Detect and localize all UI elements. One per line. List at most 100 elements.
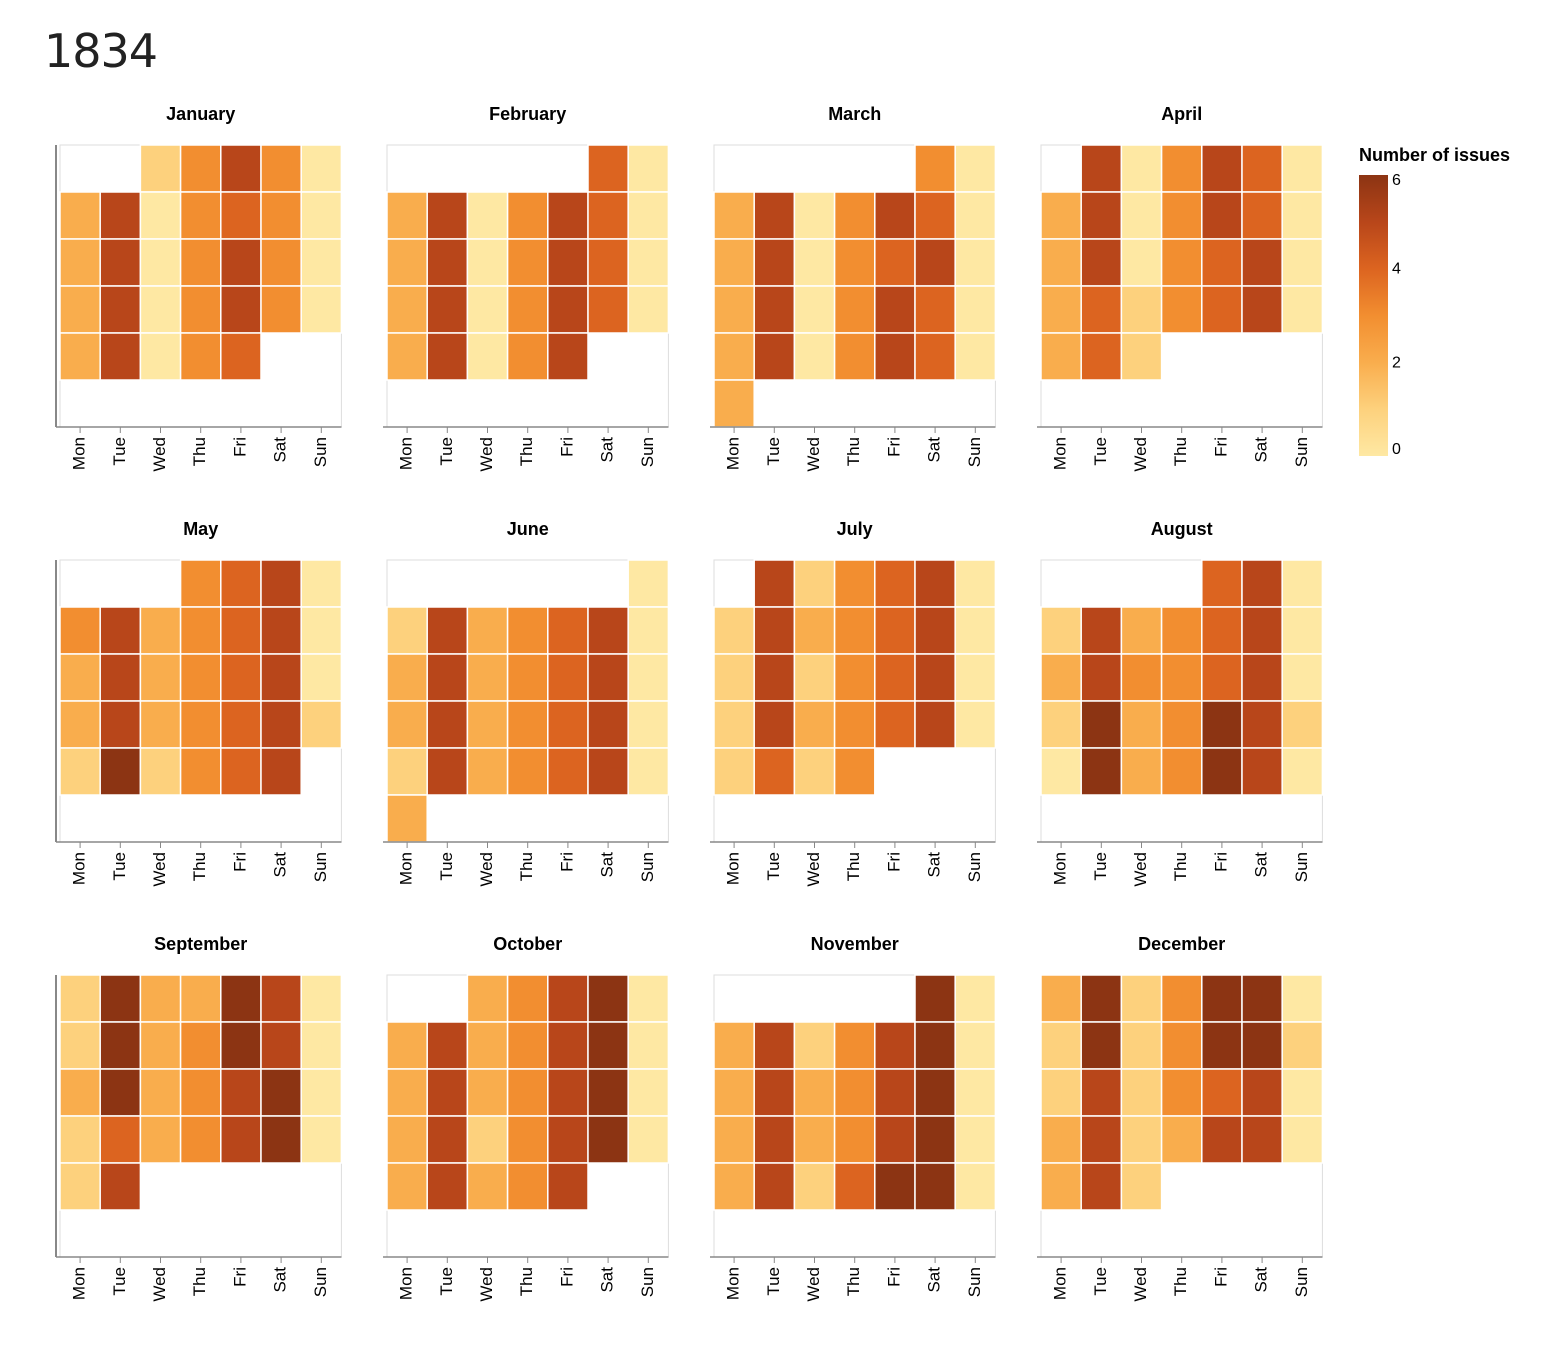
day-cell bbox=[1201, 238, 1243, 287]
x-tick-label: Tue bbox=[110, 852, 129, 881]
x-tick-label: Thu bbox=[1171, 1267, 1190, 1296]
day-cell bbox=[833, 1021, 876, 1070]
day-cell bbox=[1241, 191, 1283, 240]
day-cell bbox=[1241, 238, 1283, 287]
day-cell bbox=[506, 1021, 549, 1070]
day-cell bbox=[1201, 700, 1243, 749]
day-cell bbox=[954, 559, 997, 608]
day-cell bbox=[59, 1162, 101, 1211]
day-cell bbox=[506, 332, 549, 381]
day-cell bbox=[874, 1021, 916, 1070]
day-cell bbox=[874, 1115, 916, 1164]
day-cell bbox=[506, 747, 549, 796]
x-tick-label: Sat bbox=[1252, 437, 1271, 463]
day-cell bbox=[506, 1068, 549, 1117]
day-cell bbox=[1040, 747, 1082, 796]
day-cell bbox=[139, 1068, 182, 1117]
day-cell bbox=[914, 144, 956, 193]
day-cell bbox=[1241, 285, 1283, 334]
day-cell bbox=[587, 144, 629, 193]
day-cell bbox=[833, 1162, 876, 1211]
day-cell bbox=[954, 285, 997, 334]
day-cell bbox=[99, 606, 142, 655]
day-cell bbox=[466, 191, 509, 240]
month-panel-september: September Mon Tue Wed Thu Fri Sat Sun bbox=[55, 934, 343, 1302]
day-cell bbox=[1080, 238, 1123, 287]
day-cell bbox=[587, 1068, 629, 1117]
day-cell bbox=[627, 653, 670, 702]
x-tick-label: Wed bbox=[150, 437, 169, 472]
day-cell bbox=[59, 332, 101, 381]
day-cell bbox=[466, 238, 509, 287]
day-cell bbox=[300, 1021, 343, 1070]
day-cell bbox=[466, 653, 509, 702]
day-cell bbox=[426, 747, 469, 796]
day-cell bbox=[220, 1068, 262, 1117]
day-cell bbox=[260, 653, 302, 702]
x-tick-label: Fri bbox=[884, 852, 903, 872]
day-cell bbox=[1281, 559, 1324, 608]
day-cell bbox=[1040, 1115, 1082, 1164]
day-cell bbox=[139, 144, 182, 193]
x-tick-label: Mon bbox=[724, 437, 743, 470]
day-cell bbox=[220, 1115, 262, 1164]
day-cell bbox=[386, 794, 428, 843]
day-cell bbox=[260, 285, 302, 334]
day-cell bbox=[300, 1115, 343, 1164]
day-cell bbox=[260, 238, 302, 287]
x-tick-label: Thu bbox=[844, 852, 863, 881]
day-cell bbox=[627, 974, 670, 1023]
day-cell bbox=[793, 1115, 836, 1164]
day-cell bbox=[1160, 144, 1203, 193]
day-cell bbox=[713, 700, 755, 749]
day-cell bbox=[627, 285, 670, 334]
day-cell bbox=[547, 1021, 589, 1070]
day-cell bbox=[753, 1068, 796, 1117]
day-cell bbox=[793, 238, 836, 287]
day-cell bbox=[793, 1162, 836, 1211]
day-cell bbox=[300, 238, 343, 287]
day-cell bbox=[874, 606, 916, 655]
day-cell bbox=[466, 332, 509, 381]
day-cell bbox=[1080, 191, 1123, 240]
day-cell bbox=[1080, 144, 1123, 193]
day-cell bbox=[547, 332, 589, 381]
day-cell bbox=[1120, 1021, 1163, 1070]
day-cell bbox=[99, 653, 142, 702]
day-cell bbox=[506, 191, 549, 240]
day-cell bbox=[1040, 1162, 1082, 1211]
day-cell bbox=[386, 700, 428, 749]
day-cell bbox=[179, 700, 222, 749]
day-cell bbox=[179, 606, 222, 655]
x-tick-label: Mon bbox=[1051, 437, 1070, 470]
x-tick-label: Fri bbox=[884, 437, 903, 457]
month-title: June bbox=[507, 519, 549, 539]
day-cell bbox=[793, 700, 836, 749]
day-cell bbox=[753, 653, 796, 702]
day-cell bbox=[914, 285, 956, 334]
day-cell bbox=[627, 238, 670, 287]
day-cell bbox=[587, 747, 629, 796]
month-panel-may: May Mon Tue Wed Thu Fri Sat Sun bbox=[55, 519, 343, 887]
day-cell bbox=[99, 238, 142, 287]
day-cell bbox=[300, 700, 343, 749]
day-cell bbox=[139, 653, 182, 702]
x-tick-label: Sat bbox=[271, 437, 290, 463]
day-cell bbox=[547, 1068, 589, 1117]
day-cell bbox=[1241, 974, 1283, 1023]
day-cell bbox=[1241, 1068, 1283, 1117]
day-cell bbox=[300, 1068, 343, 1117]
day-cell bbox=[300, 559, 343, 608]
day-cell bbox=[260, 1115, 302, 1164]
day-cell bbox=[1120, 332, 1163, 381]
day-cell bbox=[793, 285, 836, 334]
x-tick-label: Wed bbox=[1131, 437, 1150, 472]
month-panel-august: August Mon Tue Wed Thu Fri Sat Sun bbox=[1037, 519, 1324, 887]
day-cell bbox=[386, 1068, 428, 1117]
day-cell bbox=[753, 606, 796, 655]
x-tick-label: Mon bbox=[724, 1267, 743, 1300]
day-cell bbox=[139, 332, 182, 381]
day-cell bbox=[1080, 332, 1123, 381]
month-panel-february: February Mon Tue Wed Thu Fri Sat Sun bbox=[383, 104, 670, 472]
x-tick-label: Sun bbox=[965, 852, 984, 882]
